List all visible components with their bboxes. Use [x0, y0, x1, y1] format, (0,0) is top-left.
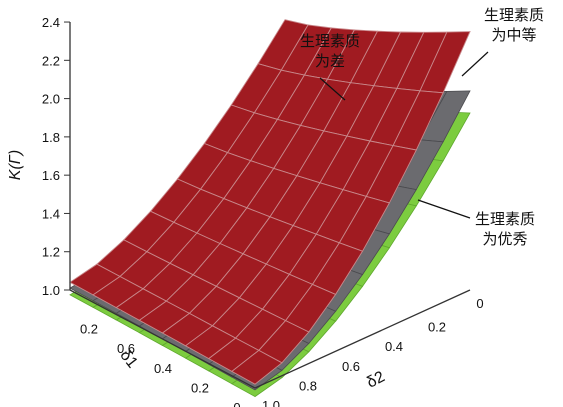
z-axis-label: K(Γ) [7, 150, 24, 180]
y-tick-label: 0.2 [428, 320, 446, 335]
z-tick-label: 2.2 [42, 53, 60, 68]
y-tick-label: 0.4 [385, 339, 403, 354]
annotation-text: 为优秀 [482, 231, 527, 248]
x-axis-line [69, 289, 256, 389]
z-tick-label: 2.0 [42, 92, 60, 107]
annotation-text: 为中等 [491, 26, 536, 44]
z-tick-label: 1.8 [42, 130, 60, 145]
axes [69, 22, 471, 389]
x-tick-label: 0.2 [191, 380, 209, 395]
annotation-leader [417, 199, 471, 219]
z-tick-label: 1.4 [42, 206, 60, 221]
surface-poor [69, 19, 471, 385]
x-tick-label: 0.4 [154, 361, 172, 376]
y-axis-label: δ2 [364, 368, 388, 391]
surfaces [69, 19, 471, 398]
z-tick-label: 1.2 [42, 245, 60, 260]
annotation-text: 生理素质 [300, 33, 360, 50]
y-tick-label: 1.0 [262, 398, 280, 407]
x-tick-label: 0.2 [80, 322, 98, 337]
annotation-text: 生理素质 [484, 7, 544, 24]
y-tick-label: 0.6 [342, 359, 360, 374]
ticks: 2.4 2.2 2.0 1.8 1.6 1.4 1.2 1.0 0.2 0.6 0.4 0.2 0 0 0.… [42, 15, 484, 407]
y-axis-line [254, 289, 471, 389]
annotation-text: 为差 [315, 53, 345, 70]
annotation-text: 生理素质 [475, 211, 535, 228]
z-tick-label: 1.0 [42, 283, 60, 298]
z-tick-label: 2.4 [42, 15, 60, 30]
x-tick-label: 0.6 [117, 341, 135, 356]
x-tick-label: 0 [233, 400, 240, 407]
y-tick-label: 0.8 [299, 378, 317, 393]
annotation-leader [319, 77, 346, 101]
annotation-leader [461, 51, 489, 77]
z-tick-label: 1.6 [42, 168, 60, 183]
surface-cell [231, 349, 283, 385]
y-tick-label: 0 [476, 296, 483, 311]
